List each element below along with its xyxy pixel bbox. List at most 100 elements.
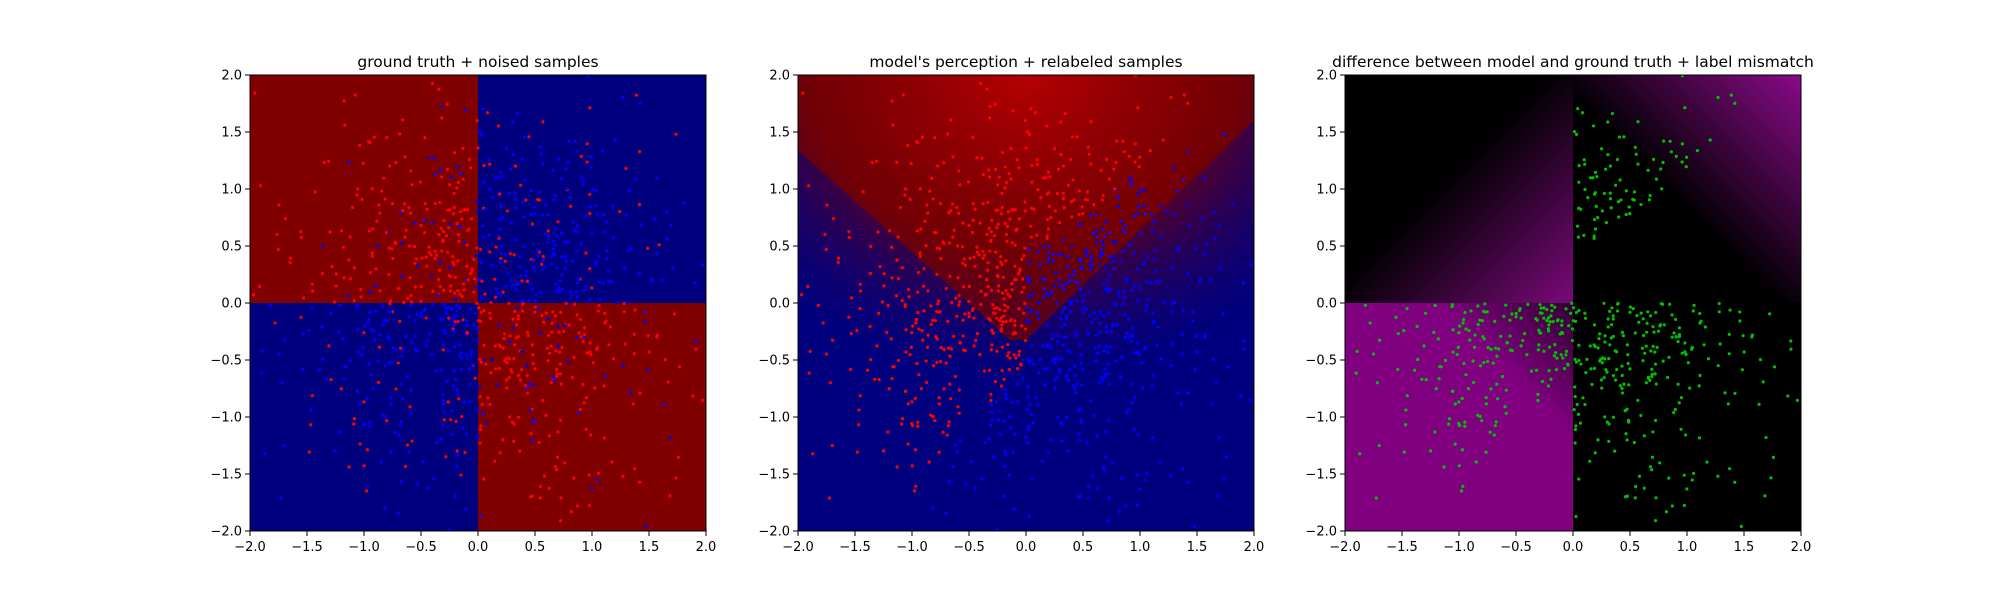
sample-point	[398, 319, 402, 323]
sample-point	[400, 274, 404, 278]
sample-point	[438, 284, 442, 289]
mismatch-point	[1582, 233, 1586, 237]
sample-point	[282, 338, 287, 342]
sample-point	[950, 300, 954, 305]
mismatch-point	[1493, 319, 1497, 323]
sample-point	[1192, 524, 1196, 529]
sample-point	[621, 364, 625, 368]
sample-point	[362, 400, 366, 404]
sample-point	[541, 120, 545, 124]
sample-point	[541, 398, 545, 403]
sample-point	[1138, 231, 1142, 236]
sample-point	[542, 320, 546, 324]
mismatch-point	[1611, 314, 1615, 318]
sample-point	[505, 361, 509, 365]
sample-point	[1100, 198, 1104, 202]
mismatch-point	[1579, 207, 1583, 211]
sample-point	[1170, 310, 1174, 314]
mismatch-point	[1698, 311, 1702, 316]
sample-point	[605, 257, 609, 261]
sample-point	[1123, 295, 1128, 299]
sample-point	[1024, 146, 1028, 150]
sample-point	[1078, 259, 1083, 263]
sample-point	[569, 294, 573, 298]
sample-point	[461, 426, 465, 430]
sample-point	[952, 228, 956, 232]
sample-point	[1205, 243, 1209, 247]
y-tick-label: 0.0	[221, 297, 242, 312]
mismatch-point	[1650, 367, 1654, 371]
sample-point	[1080, 266, 1084, 271]
sample-point	[565, 187, 569, 191]
sample-point	[590, 286, 594, 290]
sample-point	[595, 212, 599, 216]
sample-point	[1030, 180, 1034, 184]
mismatch-point	[1623, 409, 1627, 413]
sample-point	[540, 313, 544, 318]
mismatch-point	[1674, 154, 1678, 158]
sample-point	[1239, 394, 1243, 398]
sample-point	[547, 486, 551, 490]
mismatch-point	[1654, 382, 1658, 386]
mismatch-point	[1363, 303, 1367, 307]
sample-point	[903, 193, 907, 197]
sample-point	[1049, 215, 1053, 220]
mismatch-point	[1482, 360, 1486, 365]
sample-point	[433, 173, 437, 177]
sample-point	[669, 435, 673, 440]
sample-point	[527, 299, 531, 303]
sample-point	[990, 343, 994, 347]
sample-point	[1106, 279, 1110, 283]
sample-point	[515, 306, 519, 310]
sample-point	[443, 331, 447, 335]
sample-point	[855, 329, 859, 333]
sample-point	[1120, 476, 1124, 480]
y-tick-label: −1.0	[210, 411, 242, 426]
x-tick-label: 0.0	[468, 540, 489, 555]
sample-point	[1158, 280, 1162, 284]
sample-point	[462, 282, 466, 286]
sample-point	[957, 293, 961, 298]
sample-point	[1038, 357, 1042, 361]
sample-point	[326, 159, 331, 163]
sample-point	[1090, 474, 1095, 478]
mismatch-point	[1607, 439, 1611, 443]
sample-point	[454, 419, 458, 423]
sample-point	[1013, 208, 1018, 212]
sample-point	[1112, 302, 1116, 306]
mismatch-point	[1486, 346, 1490, 350]
sample-point	[1017, 307, 1021, 311]
sample-point	[1155, 279, 1159, 283]
mismatch-point	[1547, 345, 1552, 349]
sample-point	[990, 218, 994, 223]
sample-point	[632, 332, 636, 336]
mismatch-point	[1673, 407, 1677, 412]
x-tick-label: −1.5	[839, 540, 871, 555]
sample-point	[1004, 392, 1008, 397]
sample-point	[1015, 367, 1020, 371]
sample-point	[942, 387, 946, 391]
sample-point	[449, 284, 453, 288]
sample-point	[925, 345, 930, 349]
sample-point	[483, 292, 487, 296]
mismatch-point	[1620, 364, 1624, 368]
sample-point	[608, 325, 612, 329]
mismatch-point	[1377, 338, 1382, 342]
sample-point	[924, 359, 928, 363]
sample-point	[1076, 409, 1080, 413]
sample-point	[1242, 347, 1246, 351]
sample-point	[923, 219, 927, 223]
mismatch-point	[1768, 312, 1772, 316]
sample-point	[1036, 316, 1041, 320]
mismatch-point	[1684, 433, 1688, 437]
sample-point	[869, 357, 873, 362]
sample-point	[605, 249, 610, 253]
sample-point	[563, 266, 567, 271]
sample-point	[420, 256, 424, 260]
sample-point	[1154, 269, 1159, 273]
sample-point	[1027, 360, 1031, 364]
sample-point	[441, 398, 445, 403]
sample-point	[1027, 514, 1031, 519]
sample-point	[645, 368, 649, 372]
sample-point	[572, 476, 576, 480]
